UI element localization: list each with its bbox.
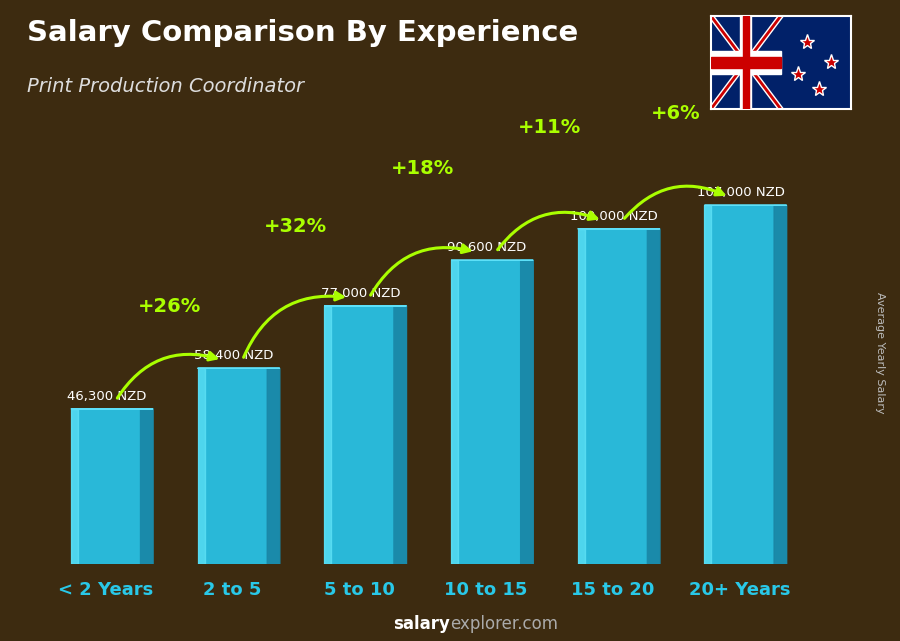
Bar — [711, 51, 781, 74]
Text: explorer.com: explorer.com — [450, 615, 558, 633]
FancyBboxPatch shape — [705, 205, 774, 564]
Polygon shape — [647, 229, 660, 564]
FancyBboxPatch shape — [578, 229, 647, 564]
FancyBboxPatch shape — [198, 369, 267, 564]
FancyBboxPatch shape — [71, 409, 140, 564]
Polygon shape — [451, 260, 458, 564]
FancyBboxPatch shape — [324, 306, 394, 564]
Polygon shape — [705, 205, 711, 564]
Text: 77,000 NZD: 77,000 NZD — [320, 287, 400, 300]
Text: Print Production Coordinator: Print Production Coordinator — [27, 77, 304, 96]
Bar — [743, 16, 749, 109]
Bar — [711, 57, 781, 68]
Polygon shape — [71, 409, 77, 564]
Text: Salary Comparison By Experience: Salary Comparison By Experience — [27, 19, 578, 47]
Text: +26%: +26% — [138, 297, 201, 316]
Polygon shape — [578, 229, 585, 564]
Polygon shape — [140, 409, 153, 564]
Polygon shape — [394, 306, 407, 564]
Polygon shape — [521, 260, 533, 564]
Polygon shape — [267, 369, 280, 564]
FancyBboxPatch shape — [451, 260, 521, 564]
Text: 46,300 NZD: 46,300 NZD — [68, 390, 147, 403]
Text: 90,600 NZD: 90,600 NZD — [447, 241, 526, 254]
Bar — [741, 16, 751, 109]
Text: +11%: +11% — [518, 119, 580, 137]
Text: Average Yearly Salary: Average Yearly Salary — [875, 292, 886, 413]
Polygon shape — [774, 205, 787, 564]
Polygon shape — [198, 369, 204, 564]
Text: +6%: +6% — [651, 104, 701, 122]
Polygon shape — [324, 306, 331, 564]
Text: 100,000 NZD: 100,000 NZD — [570, 210, 658, 223]
Text: +32%: +32% — [265, 217, 328, 237]
Text: +18%: +18% — [391, 158, 454, 178]
Text: 58,400 NZD: 58,400 NZD — [194, 349, 274, 362]
Text: 107,000 NZD: 107,000 NZD — [697, 187, 785, 199]
Text: salary: salary — [393, 615, 450, 633]
